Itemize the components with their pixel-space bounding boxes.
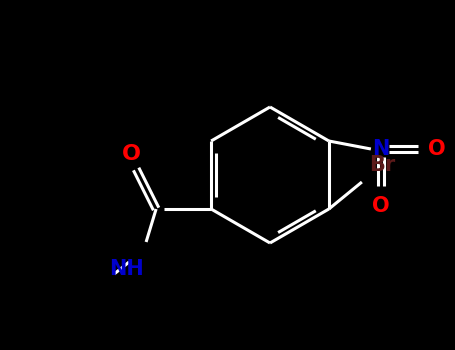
Text: O: O xyxy=(121,144,141,164)
Text: O: O xyxy=(428,139,445,159)
Text: Br: Br xyxy=(369,155,395,175)
Text: NH: NH xyxy=(109,259,143,279)
Text: N: N xyxy=(372,139,389,159)
Text: O: O xyxy=(372,196,389,216)
